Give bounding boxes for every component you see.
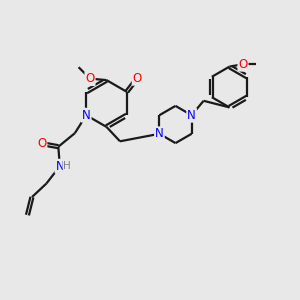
Text: O: O [133,72,142,85]
Text: N: N [155,127,164,140]
Text: O: O [85,72,94,85]
Text: O: O [238,58,247,71]
Text: H: H [64,160,71,171]
Text: N: N [56,160,64,173]
Text: N: N [187,109,196,122]
Text: O: O [37,137,46,150]
Text: N: N [82,109,91,122]
